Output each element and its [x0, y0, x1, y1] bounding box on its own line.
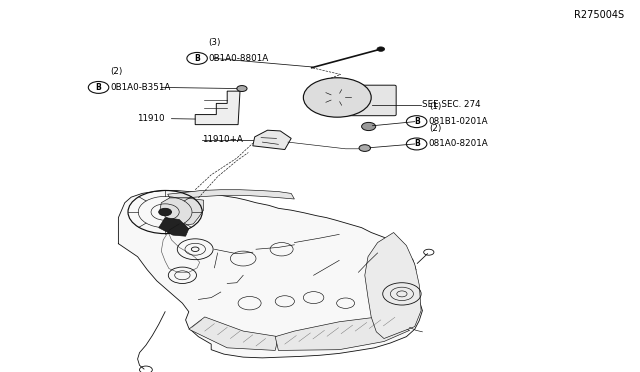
Text: B: B: [414, 140, 419, 148]
Polygon shape: [160, 198, 204, 225]
Text: R275004S: R275004S: [574, 10, 624, 20]
Text: 11910: 11910: [137, 114, 164, 123]
Circle shape: [359, 145, 371, 151]
Text: 0B1A0-B351A: 0B1A0-B351A: [110, 83, 170, 92]
Text: 0B1A0-8801A: 0B1A0-8801A: [209, 54, 269, 63]
Text: B: B: [414, 117, 419, 126]
Text: 081B1-0201A: 081B1-0201A: [429, 117, 488, 126]
Text: (3): (3): [209, 38, 221, 47]
Text: B: B: [195, 54, 200, 63]
Circle shape: [331, 94, 344, 101]
Text: (2): (2): [429, 124, 441, 133]
Polygon shape: [159, 218, 189, 236]
Text: 11910+A: 11910+A: [202, 135, 243, 144]
Text: (2): (2): [110, 67, 122, 76]
Circle shape: [377, 47, 385, 51]
Polygon shape: [195, 91, 240, 125]
Polygon shape: [275, 317, 410, 350]
Circle shape: [362, 122, 376, 131]
Circle shape: [303, 78, 371, 117]
Polygon shape: [253, 130, 291, 150]
Text: B: B: [96, 83, 101, 92]
Circle shape: [159, 208, 172, 216]
Polygon shape: [365, 232, 421, 339]
Polygon shape: [118, 190, 422, 358]
Polygon shape: [189, 317, 278, 350]
Circle shape: [313, 83, 362, 112]
Polygon shape: [168, 190, 294, 199]
Text: 081A0-8201A: 081A0-8201A: [429, 140, 488, 148]
Text: SEE SEC. 274: SEE SEC. 274: [422, 100, 481, 109]
FancyBboxPatch shape: [336, 85, 396, 116]
Text: (1): (1): [429, 102, 441, 110]
Circle shape: [323, 89, 351, 106]
Circle shape: [237, 86, 247, 92]
